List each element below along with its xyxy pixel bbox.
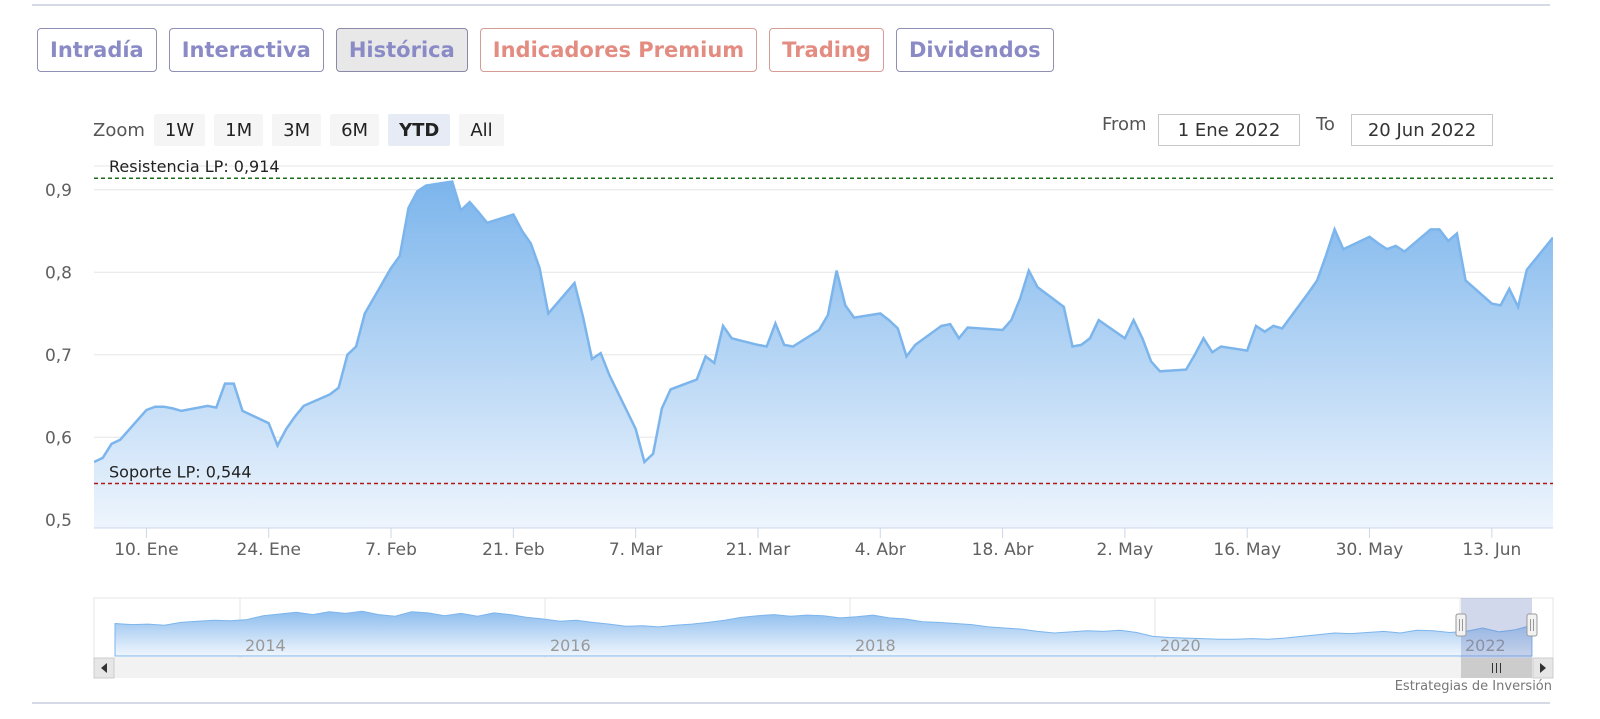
x-tick-label: 2. May — [1097, 540, 1154, 560]
tab-dividendos[interactable]: Dividendos — [895, 28, 1054, 72]
tab-historica[interactable]: Histórica — [335, 28, 468, 72]
range-to-input[interactable]: 20 Jun 2022 — [1351, 114, 1493, 146]
top-divider — [32, 4, 1550, 6]
scrollbar-track[interactable] — [94, 658, 1553, 678]
range-from-input[interactable]: 1 Ene 2022 — [1158, 114, 1300, 146]
tab-indicadores-premium[interactable]: Indicadores Premium — [479, 28, 758, 72]
navigator: 2014 2016 2018 2020 2022 — [93, 597, 1554, 659]
tab-interactiva[interactable]: Interactiva — [168, 28, 324, 72]
arrow-right-icon — [1540, 663, 1546, 673]
range-to-label: To — [1316, 114, 1335, 135]
navigator-handle-right[interactable] — [1526, 613, 1538, 637]
arrow-left-icon — [101, 663, 107, 673]
chart-credits[interactable]: Estrategias de Inversión — [1394, 679, 1552, 694]
chart-tabs: Intradía Interactiva Histórica Indicador… — [37, 28, 1054, 74]
y-tick-label: 0,6 — [45, 428, 72, 448]
x-tick-label: 4. Abr — [855, 540, 906, 560]
scrollbar[interactable] — [93, 657, 1554, 679]
x-tick-label: 7. Feb — [365, 540, 417, 560]
zoom-button-1w[interactable]: 1W — [153, 114, 206, 146]
navigator-year-label: 2014 — [245, 636, 286, 655]
resistance-label: Resistencia LP: 0,914 — [109, 157, 280, 176]
zoom-button-all[interactable]: All — [459, 114, 504, 146]
tab-trading[interactable]: Trading — [769, 28, 884, 72]
x-tick-label: 21. Mar — [726, 540, 791, 560]
x-tick-label: 10. Ene — [114, 540, 178, 560]
x-tick-label: 24. Ene — [237, 540, 301, 560]
support-label: Soporte LP: 0,544 — [109, 462, 252, 481]
x-tick-label: 30. May — [1336, 540, 1404, 560]
navigator-handle-left[interactable] — [1455, 613, 1467, 637]
x-tick-label: 7. Mar — [609, 540, 663, 560]
y-tick-label: 0,5 — [45, 511, 72, 531]
zoom-button-6m[interactable]: 6M — [330, 114, 380, 146]
x-tick-label: 13. Jun — [1462, 540, 1521, 560]
navigator-year-label: 2016 — [550, 636, 591, 655]
zoom-selector: Zoom 1W 1M 3M 6M YTD All — [93, 114, 504, 146]
y-tick-label: 0,7 — [45, 346, 72, 366]
navigator-year-label: 2022 — [1465, 636, 1506, 655]
zoom-button-3m[interactable]: 3M — [272, 114, 322, 146]
navigator-year-label: 2018 — [855, 636, 896, 655]
price-area-fill — [94, 181, 1553, 528]
x-tick-label: 18. Abr — [972, 540, 1034, 560]
price-line — [94, 180, 1553, 465]
range-from-label: From — [1102, 114, 1147, 135]
tab-intradia[interactable]: Intradía — [37, 28, 157, 72]
x-tick-label: 21. Feb — [482, 540, 545, 560]
zoom-button-ytd[interactable]: YTD — [388, 114, 451, 146]
zoom-label: Zoom — [93, 119, 145, 141]
zoom-button-1m[interactable]: 1M — [214, 114, 264, 146]
x-tick-label: 16. May — [1213, 540, 1281, 560]
navigator-year-label: 2020 — [1160, 636, 1201, 655]
navigator-selection[interactable] — [1461, 598, 1532, 658]
y-tick-label: 0,9 — [45, 181, 72, 201]
y-tick-label: 0,8 — [45, 263, 72, 283]
bottom-divider — [32, 702, 1550, 704]
navigator-area — [114, 610, 1533, 657]
